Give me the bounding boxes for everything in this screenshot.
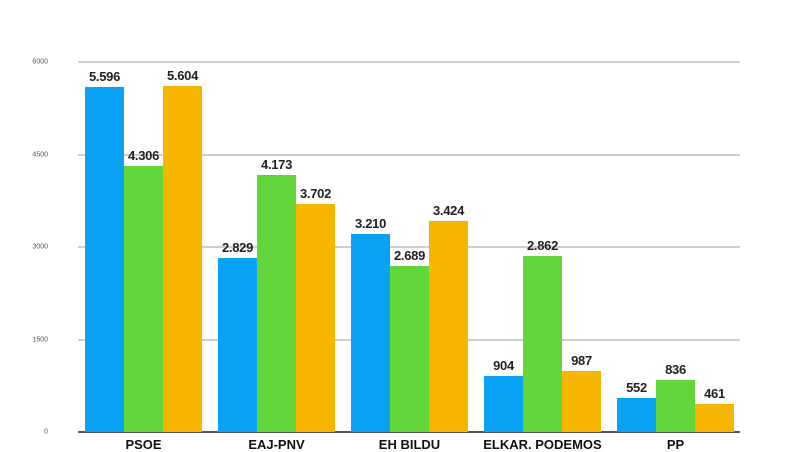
data-label: 5.604 xyxy=(166,68,199,84)
category-label: EAJ-PNV xyxy=(248,437,305,452)
y-tick-label: 0 xyxy=(44,428,48,436)
bar-series-3 xyxy=(296,203,335,432)
data-label: 3.424 xyxy=(432,202,465,218)
bar-series-1 xyxy=(351,234,390,432)
gridline xyxy=(78,246,740,248)
bar-series-2 xyxy=(656,380,695,432)
y-tick-label: 4500 xyxy=(32,151,48,158)
bar-series-2 xyxy=(257,174,296,432)
data-label: 2.862 xyxy=(526,237,559,253)
bar-series-2 xyxy=(124,166,163,432)
x-axis-line xyxy=(78,431,740,433)
bar-series-1 xyxy=(617,397,656,432)
data-label: 3.210 xyxy=(354,216,387,232)
data-label: 4.306 xyxy=(127,148,160,164)
bar-series-1 xyxy=(218,257,257,432)
data-label: 987 xyxy=(571,353,592,369)
category-label: ELKAR. PODEMOS xyxy=(483,437,602,452)
data-label: 2.689 xyxy=(393,248,426,264)
gridline xyxy=(78,61,740,63)
data-label: 3.702 xyxy=(299,185,332,201)
data-label: 552 xyxy=(626,379,647,395)
bar-series-2 xyxy=(523,255,562,432)
data-label: 5.596 xyxy=(88,68,121,84)
y-tick-label: 3000 xyxy=(32,243,48,251)
bar-series-3 xyxy=(695,403,734,432)
y-tick-label: 1500 xyxy=(32,336,48,343)
bar-series-2 xyxy=(390,266,429,432)
bar-series-1 xyxy=(85,86,124,432)
category-label: PSOE xyxy=(125,437,162,452)
bar-series-3 xyxy=(562,371,601,432)
data-label: 904 xyxy=(493,358,514,374)
bar-series-1 xyxy=(484,376,523,432)
data-label: 461 xyxy=(704,385,725,401)
gridline xyxy=(78,153,740,156)
data-label: 2.829 xyxy=(221,239,254,255)
y-tick-label: 6000 xyxy=(32,58,48,66)
bar-series-3 xyxy=(163,86,202,432)
bar-series-3 xyxy=(429,220,468,432)
category-label: EH BILDU xyxy=(378,437,441,452)
category-label: PP xyxy=(666,437,685,452)
data-label: 836 xyxy=(665,362,686,378)
data-label: 4.173 xyxy=(260,156,293,172)
